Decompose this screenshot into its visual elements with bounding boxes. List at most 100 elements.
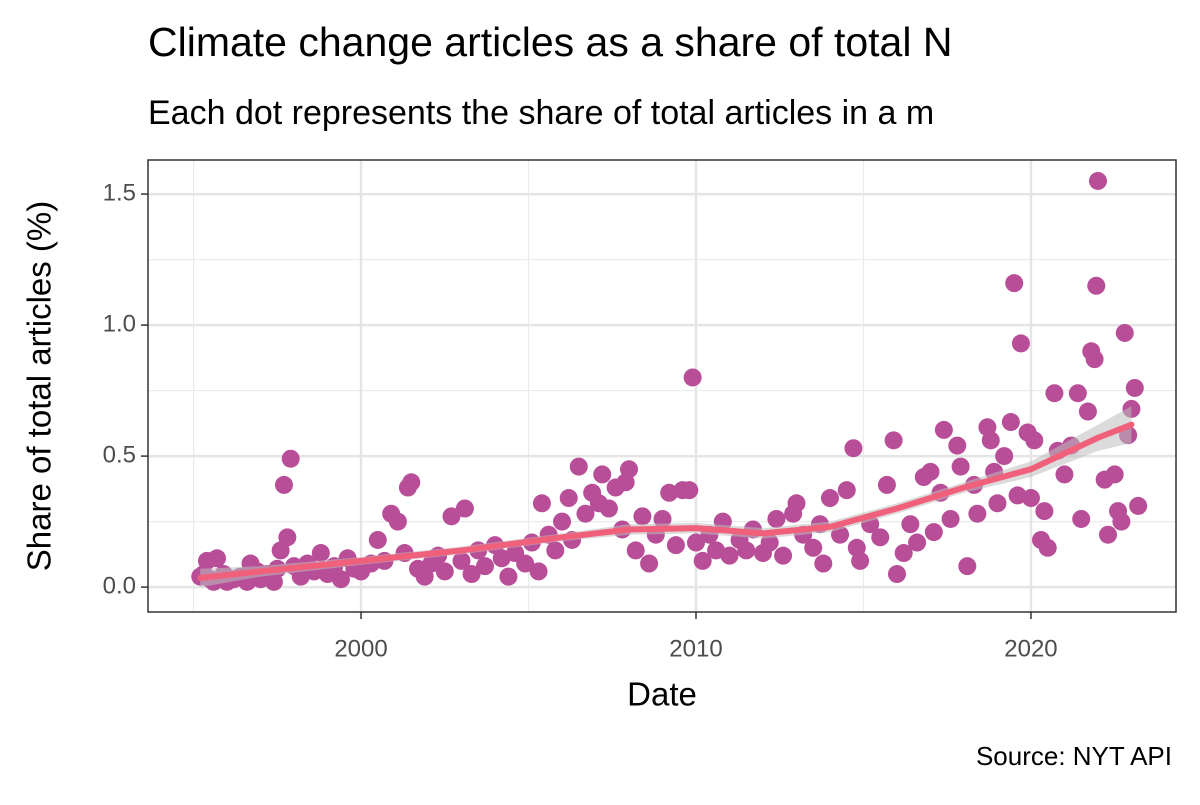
data-point	[988, 494, 1007, 513]
data-point	[278, 528, 297, 547]
data-point	[844, 439, 863, 458]
data-point	[1078, 402, 1097, 421]
data-point	[532, 494, 551, 513]
data-point	[1129, 496, 1148, 515]
data-point	[877, 475, 896, 494]
y-axis-title: Share of total articles (%)	[21, 201, 58, 571]
data-point	[924, 523, 943, 542]
data-point	[435, 562, 454, 581]
data-point	[1055, 465, 1074, 484]
data-point	[693, 551, 712, 570]
data-point	[680, 481, 699, 500]
x-tick-label: 2020	[1004, 635, 1057, 662]
data-point	[1068, 384, 1087, 403]
data-point	[774, 546, 793, 565]
source-note: Source: NYT API	[976, 741, 1172, 771]
data-point	[941, 509, 960, 528]
data-point	[995, 447, 1014, 466]
data-point	[921, 462, 940, 481]
x-tick-label: 2010	[669, 635, 722, 662]
data-point	[1035, 502, 1054, 521]
data-point	[402, 473, 421, 492]
data-point	[576, 504, 595, 523]
y-tick-label: 0.0	[103, 572, 136, 599]
data-point	[1008, 486, 1027, 505]
data-point	[1011, 334, 1030, 353]
data-point	[281, 449, 300, 468]
data-point	[951, 457, 970, 476]
data-point	[599, 499, 618, 518]
data-point	[516, 554, 535, 573]
data-point	[908, 533, 927, 552]
data-point	[1125, 378, 1144, 397]
data-point	[1099, 525, 1118, 544]
data-point	[1072, 509, 1091, 528]
data-point	[553, 512, 572, 531]
data-point	[894, 544, 913, 563]
data-point	[452, 551, 471, 570]
data-point	[820, 489, 839, 508]
data-point	[666, 536, 685, 555]
data-point	[1038, 538, 1057, 557]
data-point	[499, 567, 518, 586]
data-point	[1005, 274, 1024, 293]
data-point	[1001, 413, 1020, 432]
data-point	[948, 436, 967, 455]
data-point	[620, 460, 639, 479]
data-point	[814, 554, 833, 573]
data-point	[633, 507, 652, 526]
data-point	[311, 544, 330, 563]
data-point	[274, 475, 293, 494]
data-point	[767, 509, 786, 528]
data-point	[787, 494, 806, 513]
data-point	[442, 507, 461, 526]
data-point	[569, 457, 588, 476]
data-point	[455, 499, 474, 518]
data-point	[640, 554, 659, 573]
data-point	[737, 541, 756, 560]
data-point	[1045, 384, 1064, 403]
trend-line	[197, 421, 1135, 581]
data-point	[837, 481, 856, 500]
data-point	[1088, 171, 1107, 190]
data-point	[686, 533, 705, 552]
data-point	[331, 570, 350, 589]
data-point	[1087, 276, 1106, 295]
data-point	[871, 528, 890, 547]
data-point	[1105, 465, 1124, 484]
data-point	[901, 515, 920, 534]
y-tick-label: 1.0	[103, 310, 136, 337]
data-point	[1115, 323, 1134, 342]
data-point	[593, 465, 612, 484]
y-tick-label: 1.5	[103, 179, 136, 206]
data-point	[1112, 512, 1131, 531]
plot-border	[147, 159, 1177, 613]
data-point	[1085, 350, 1104, 369]
data-point	[683, 368, 702, 387]
data-point	[720, 546, 739, 565]
data-point	[208, 549, 227, 568]
x-axis-title: Date	[627, 676, 697, 713]
data-point	[934, 420, 953, 439]
data-point	[559, 489, 578, 508]
data-point	[851, 551, 870, 570]
data-point	[626, 541, 645, 560]
data-point	[388, 512, 407, 531]
data-point	[529, 562, 548, 581]
data-point	[804, 538, 823, 557]
data-point	[958, 557, 977, 576]
data-point	[887, 565, 906, 584]
chart-subtitle: Each dot represents the share of total a…	[148, 94, 934, 132]
data-point	[546, 541, 565, 560]
data-point	[462, 565, 481, 584]
chart-title: Climate change articles as a share of to…	[148, 19, 952, 65]
data-point	[968, 504, 987, 523]
x-tick-label: 2000	[334, 635, 387, 662]
y-tick-label: 0.5	[103, 441, 136, 468]
data-point	[368, 530, 387, 549]
data-point	[660, 483, 679, 502]
data-point	[475, 557, 494, 576]
data-point	[1025, 431, 1044, 450]
